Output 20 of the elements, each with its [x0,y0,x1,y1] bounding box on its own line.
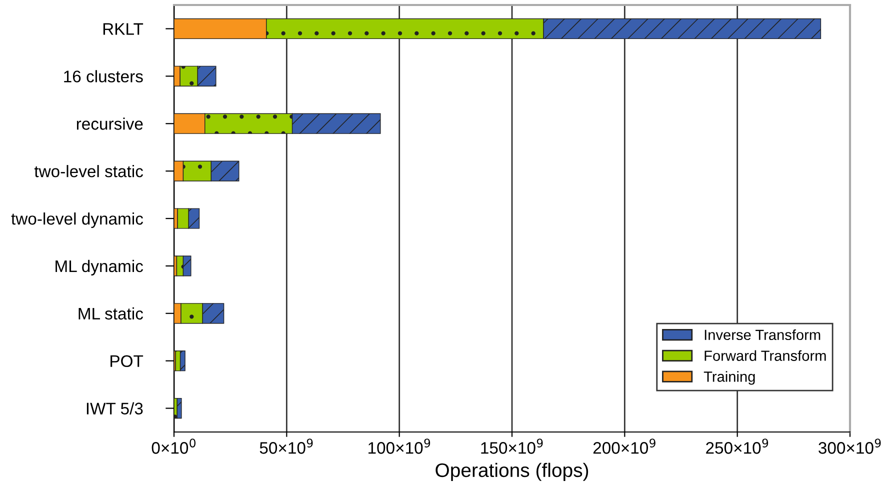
x-tick-label: 200×10$^{9}$ [593,438,656,454]
x-tick-label: 300×10$^{9}$ [818,438,881,454]
y-tick-label: two-level static [34,165,144,178]
x-tick-label: 150×10$^{9}$ [481,438,543,454]
legend-label: Training [704,371,755,385]
x-tick-label: 250×10$^{9}$ [706,438,768,454]
y-tick-label: ML dynamic [56,260,144,276]
y-tick-label: 16 clusters [64,70,143,82]
x-axis-title: Operations (flops) [436,462,588,481]
legend-label: Inverse Transform [704,329,820,340]
x-tick-label: 100×10$^{9}$ [368,438,430,454]
y-tick-label: IWT 5/3 [86,402,143,414]
x-tick-label: 50×10$^{9}$ [260,438,313,454]
y-tick-label: two-level dynamic [11,212,144,228]
x-tick-label: 0×10$^{0}$ [152,438,196,454]
y-tick-label: POT [110,355,144,368]
legend-label: Forward Transform [704,350,826,361]
y-tick-label: ML static [78,307,144,320]
y-tick-label: recursive [76,118,143,130]
y-tick-label: RKLT [103,23,144,35]
